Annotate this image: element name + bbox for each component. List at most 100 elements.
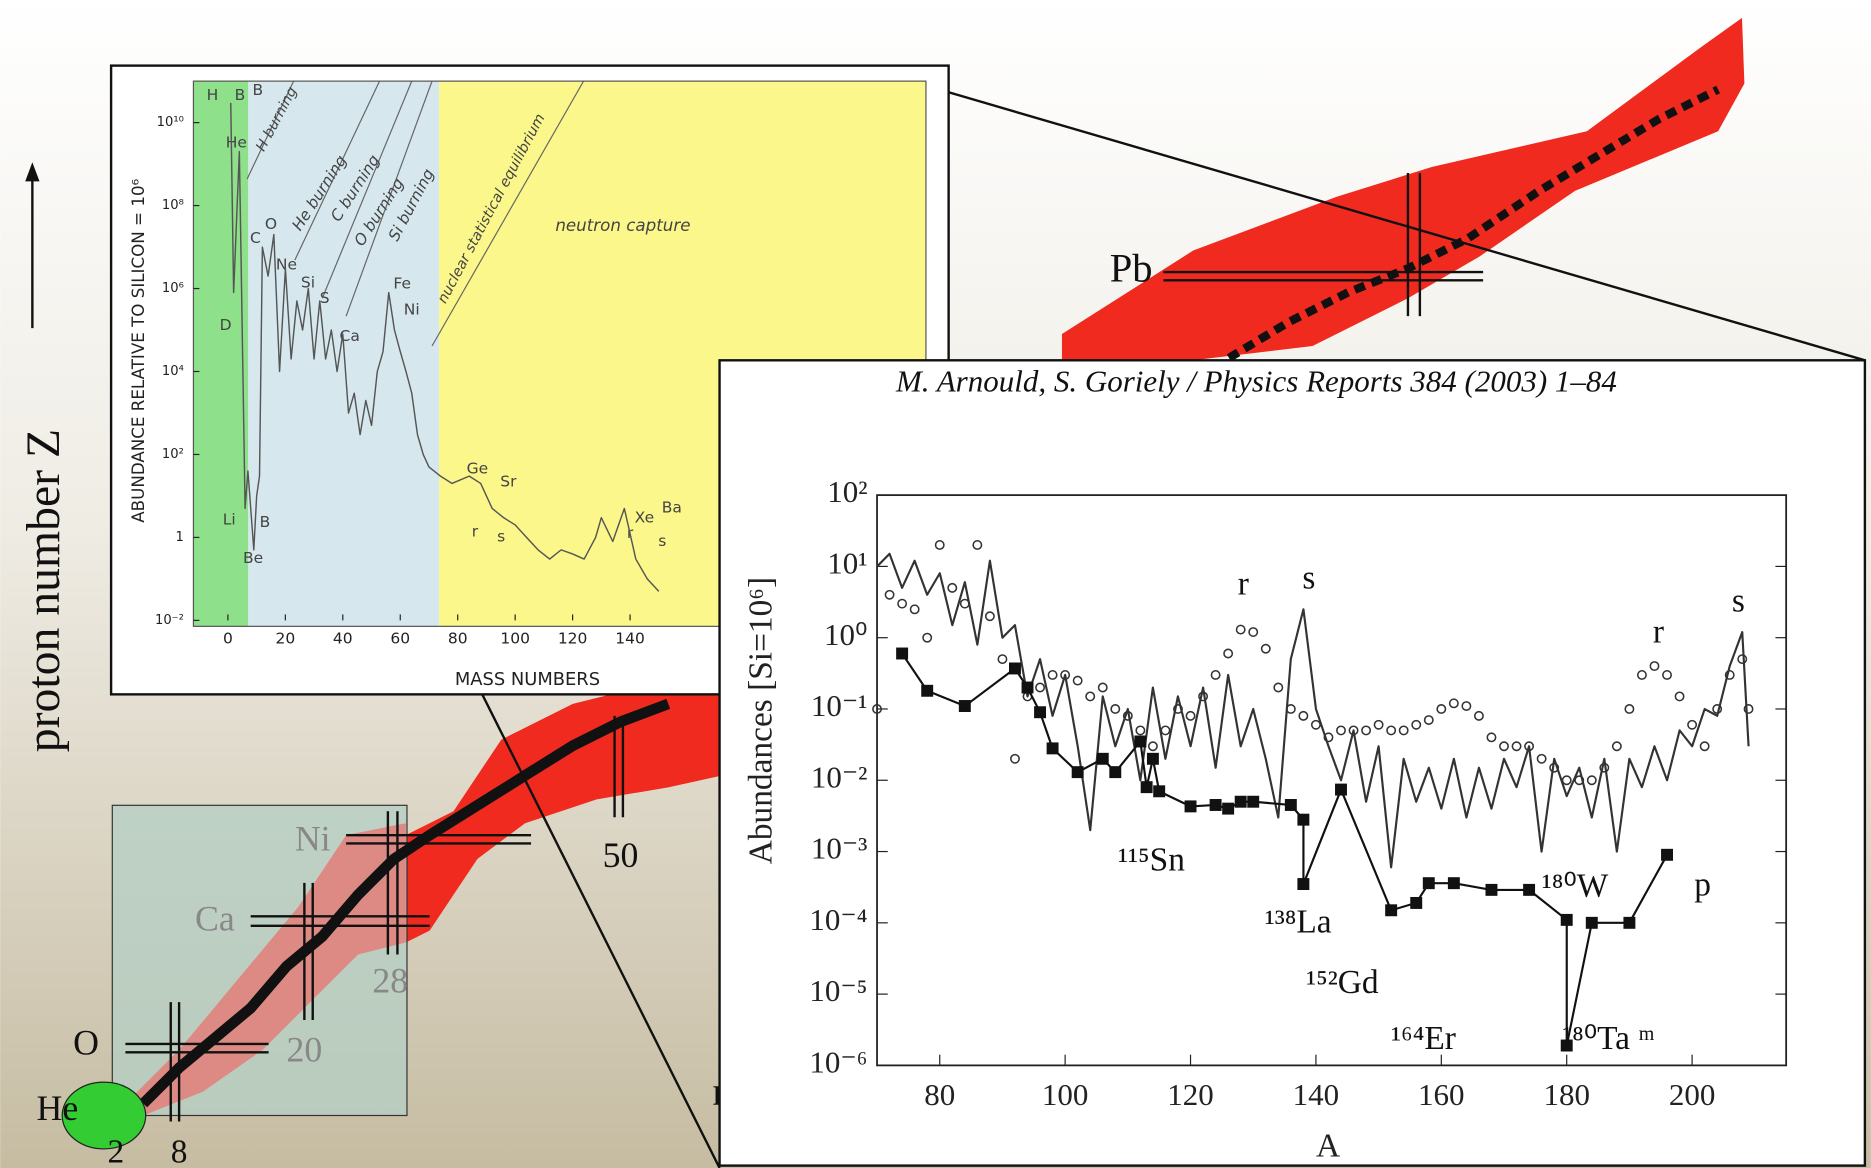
annotation: ¹⁸⁰W bbox=[1542, 867, 1609, 904]
element-label: Ni bbox=[404, 301, 420, 319]
annotation: ¹⁶⁴Er bbox=[1391, 1020, 1456, 1057]
element-label: B bbox=[235, 86, 246, 104]
y-tick-label: 10⁸ bbox=[162, 198, 184, 213]
data-point bbox=[1661, 849, 1673, 861]
x-tick-label: 60 bbox=[390, 630, 410, 648]
element-label: H bbox=[207, 86, 219, 104]
x-tick-label: 160 bbox=[1418, 1077, 1465, 1112]
data-point bbox=[1009, 663, 1021, 675]
x-tick-label: 120 bbox=[558, 630, 588, 648]
magic-number: 28 bbox=[372, 960, 408, 1000]
x-tick-label: 200 bbox=[1669, 1077, 1716, 1112]
y-tick-label: 10⁻² bbox=[155, 613, 184, 628]
data-point bbox=[1072, 766, 1084, 778]
element-label: He bbox=[37, 1088, 79, 1128]
element-label: O bbox=[265, 215, 277, 233]
data-point bbox=[1448, 877, 1460, 889]
data-point bbox=[1423, 877, 1435, 889]
element-label: B bbox=[253, 81, 264, 99]
y-tick-label: 10⁻⁵ bbox=[809, 973, 867, 1008]
y-tick-label: 10¹⁰ bbox=[157, 115, 184, 130]
data-point bbox=[1561, 1040, 1573, 1052]
element-label: B bbox=[260, 513, 271, 531]
axis-label: proton number Z bbox=[17, 429, 70, 752]
data-point bbox=[1022, 682, 1034, 694]
magic-number: 50 bbox=[603, 835, 639, 875]
data-point bbox=[1185, 800, 1197, 812]
element-label: D bbox=[220, 316, 232, 334]
y-tick-label: 10⁰ bbox=[824, 617, 867, 652]
data-point bbox=[1235, 796, 1247, 808]
element-label: S bbox=[320, 289, 330, 307]
element-label: Ge bbox=[467, 459, 489, 477]
element-label: Ba bbox=[662, 499, 682, 517]
x-tick-label: 140 bbox=[615, 630, 645, 648]
data-point bbox=[1297, 814, 1309, 826]
y-tick-label: 10¹ bbox=[827, 546, 867, 581]
data-point bbox=[1561, 914, 1573, 926]
element-label: C bbox=[250, 229, 261, 247]
element-label: Be bbox=[243, 549, 263, 567]
element-label: Fe bbox=[393, 274, 411, 292]
x-tick-label: 40 bbox=[333, 630, 353, 648]
x-tick-label: 180 bbox=[1543, 1077, 1590, 1112]
data-point bbox=[1141, 781, 1153, 793]
x-tick-label: 140 bbox=[1293, 1077, 1340, 1112]
data-point bbox=[1147, 753, 1159, 765]
data-point bbox=[1623, 917, 1635, 929]
annotation: ¹⁸⁰Ta ᵐ bbox=[1562, 1020, 1655, 1057]
y-tick-label: 10⁴ bbox=[162, 364, 184, 379]
x-tick-label: 100 bbox=[500, 630, 530, 648]
slide: Pb Ni Ca O He 50 28 20 8 2 proton number… bbox=[0, 0, 1871, 1168]
data-point bbox=[1586, 917, 1598, 929]
data-point bbox=[1047, 742, 1059, 754]
x-tick-label: 80 bbox=[448, 630, 468, 648]
x-tick-label: 20 bbox=[275, 630, 295, 648]
data-point bbox=[896, 648, 908, 660]
chart-title: M. Arnould, S. Goriely / Physics Reports… bbox=[895, 363, 1617, 398]
data-point bbox=[1097, 753, 1109, 765]
data-point bbox=[1410, 897, 1422, 909]
data-point bbox=[959, 700, 971, 712]
data-point bbox=[1335, 784, 1347, 796]
annotation: s bbox=[1732, 582, 1745, 619]
data-point bbox=[1486, 884, 1498, 896]
annotation: ¹³⁸La bbox=[1265, 903, 1332, 940]
y-tick-label: 10² bbox=[162, 447, 184, 462]
data-point bbox=[1034, 706, 1046, 718]
x-tick-label: 120 bbox=[1167, 1077, 1214, 1112]
x-tick-label: 0 bbox=[223, 630, 233, 648]
data-point bbox=[1297, 878, 1309, 890]
element-label: Ne bbox=[276, 255, 297, 273]
data-point bbox=[1247, 796, 1259, 808]
y-axis-label: Abundances [Si=10⁶] bbox=[742, 577, 779, 864]
annotation: s bbox=[1302, 560, 1315, 597]
x-tick-label: 100 bbox=[1042, 1077, 1088, 1112]
x-axis-label: A bbox=[1316, 1128, 1340, 1165]
annotation: p bbox=[1694, 866, 1711, 903]
data-point bbox=[1222, 803, 1234, 815]
data-point bbox=[1523, 884, 1535, 896]
annotation: r bbox=[1238, 566, 1249, 603]
annotation: r bbox=[1653, 613, 1664, 650]
data-point bbox=[1210, 799, 1222, 811]
page: { "slide": { "y_axis_label": "proton num… bbox=[0, 0, 1871, 1168]
y-tick-label: 10⁻³ bbox=[811, 831, 868, 866]
element-label: s bbox=[658, 532, 666, 550]
y-tick-label: 10⁻¹ bbox=[811, 688, 868, 723]
panel bbox=[720, 360, 1865, 1165]
element-label: r bbox=[472, 523, 479, 541]
magic-number: 20 bbox=[286, 1030, 322, 1070]
data-point bbox=[921, 685, 933, 697]
data-point bbox=[1134, 736, 1146, 748]
element-label: Ca bbox=[195, 898, 235, 938]
data-point bbox=[1385, 904, 1397, 916]
magic-number: 2 bbox=[108, 1134, 125, 1168]
y-axis-label: ABUNDANCE RELATIVE TO SILICON = 10⁶ bbox=[128, 178, 148, 522]
element-label: s bbox=[497, 527, 505, 545]
y-tick-label: 10⁻⁴ bbox=[809, 902, 867, 937]
element-label: He bbox=[226, 134, 247, 152]
y-tick-label: 10⁶ bbox=[162, 281, 184, 296]
element-label: Sr bbox=[500, 472, 517, 490]
